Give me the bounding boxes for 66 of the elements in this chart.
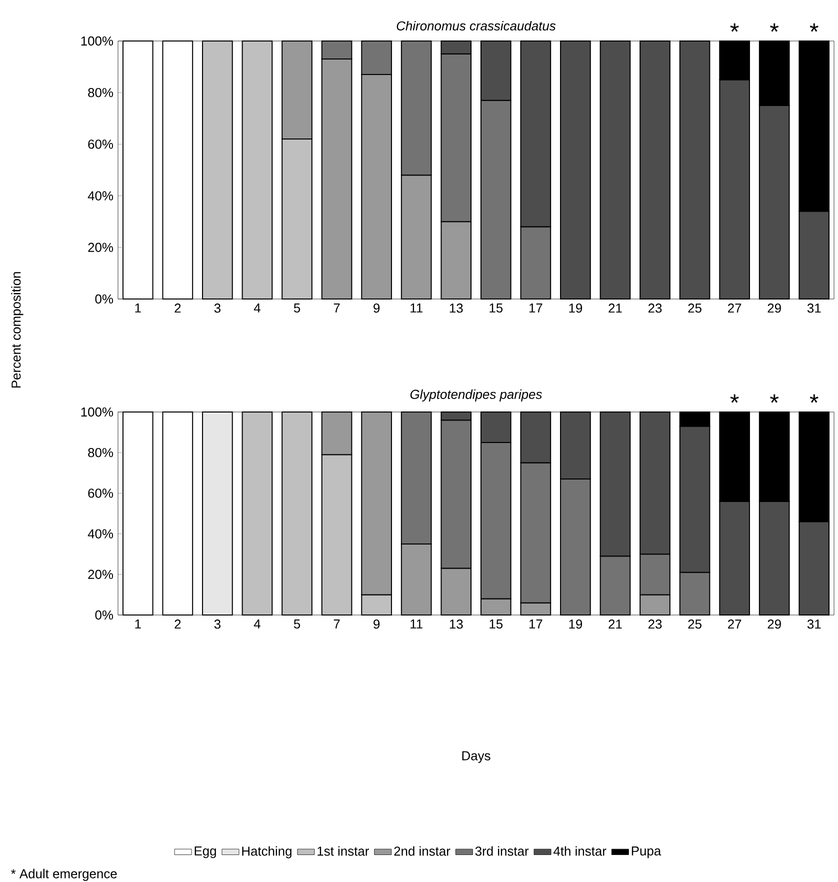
legend-label: Pupa [632, 846, 662, 858]
legend-label: Hatching [242, 846, 292, 858]
x-tick-label: 4 [254, 620, 260, 628]
x-tick-label: 31 [807, 304, 821, 313]
x-tick-label: 7 [334, 304, 340, 312]
legend-label: 2nd instar [394, 846, 450, 856]
y-tick-label: 20% [88, 570, 114, 579]
text: * [730, 394, 739, 403]
x-tick-label: 19 [569, 304, 582, 313]
y-tick-label: 80% [88, 88, 114, 98]
text: * [770, 394, 779, 403]
text: * [810, 394, 818, 403]
x-tick-label: 5 [294, 620, 300, 629]
x-tick-label: 5 [294, 304, 300, 313]
x-tick-label: 17 [529, 620, 542, 628]
x-tick-label: 17 [529, 304, 542, 312]
chart-title: Chironomus crassicaudatus [396, 20, 556, 31]
x-tick-label: 23 [648, 620, 662, 629]
y-tick-label: 40% [88, 529, 114, 538]
x-tick-label: 23 [648, 304, 662, 313]
x-tick-label: 27 [728, 620, 742, 629]
y-tick-label: 40% [88, 191, 114, 200]
x-axis-title: Days [462, 751, 490, 763]
x-tick-label: 4 [254, 304, 260, 312]
y-tick-label: 0% [95, 610, 114, 620]
x-tick-label: 3 [214, 304, 220, 313]
x-tick-label: 2 [174, 620, 181, 629]
chart-title: Glyptotendipes paripes [410, 389, 542, 402]
x-tick-label: 25 [688, 620, 702, 629]
x-tick-label: 2 [174, 304, 181, 313]
x-tick-label: 31 [807, 620, 821, 629]
x-tick-label: 29 [768, 620, 781, 629]
x-tick-label: 13 [450, 304, 463, 313]
legend-label: 1st instar [318, 846, 369, 856]
x-tick-label: 7 [334, 620, 340, 628]
y-axis-title: Percent composition [11, 272, 24, 388]
x-tick-label: 15 [490, 304, 503, 313]
legend-label: 3rd instar [475, 846, 529, 856]
x-tick-label: 25 [688, 304, 702, 313]
x-tick-label: 1 [135, 304, 141, 312]
x-tick-label: 9 [374, 620, 380, 629]
x-tick-label: 29 [768, 304, 781, 313]
x-tick-label: 1 [135, 620, 141, 628]
text: * [770, 23, 779, 32]
x-tick-label: 19 [569, 620, 582, 629]
x-tick-label: 11 [410, 304, 422, 312]
text: * Adult emergence [11, 868, 117, 881]
legend-label: 4th instar [554, 846, 606, 856]
x-tick-label: 13 [450, 620, 463, 629]
x-tick-label: 11 [410, 620, 422, 628]
text: * [730, 23, 739, 32]
y-tick-label: 0% [95, 294, 114, 304]
x-tick-label: 3 [214, 620, 220, 629]
y-tick-label: 20% [88, 242, 114, 252]
y-tick-label: 100% [81, 407, 114, 417]
x-tick-label: 9 [374, 304, 380, 313]
x-tick-label: 15 [490, 620, 503, 629]
text: * [810, 23, 818, 32]
x-tick-label: 21 [608, 304, 622, 313]
x-tick-label: 21 [608, 620, 622, 629]
y-tick-label: 80% [88, 448, 114, 458]
x-tick-label: 27 [728, 304, 742, 313]
y-tick-label: 60% [88, 140, 114, 149]
y-tick-label: 60% [88, 488, 114, 498]
y-tick-label: 100% [81, 36, 114, 46]
legend-label: Egg [194, 846, 216, 858]
